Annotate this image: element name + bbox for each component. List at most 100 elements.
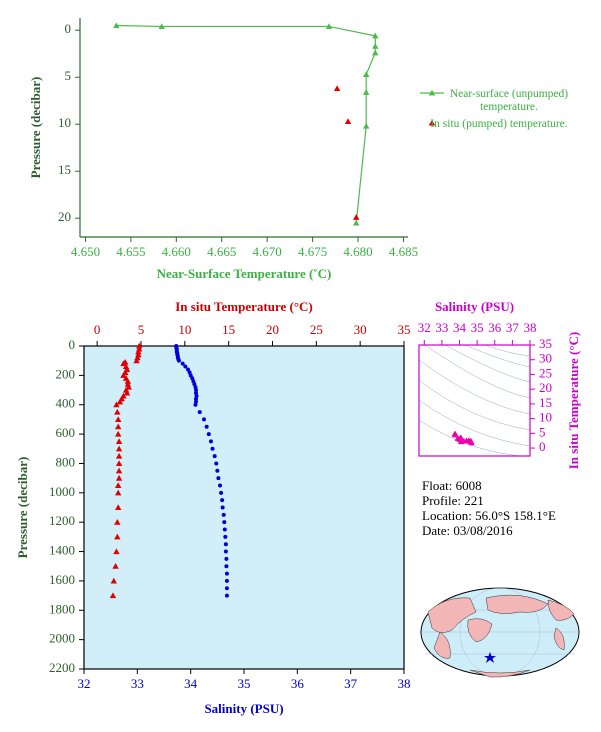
data-point	[202, 417, 206, 422]
x-tick-label: 35	[238, 676, 251, 691]
x-tick-label: 4.665	[207, 244, 236, 259]
y-tick-label: 10	[539, 410, 552, 425]
data-point	[114, 416, 122, 422]
y-tick-label: 35	[539, 336, 552, 351]
x-tick-label: 4.670	[253, 244, 282, 259]
data-point	[113, 548, 120, 555]
data-point	[180, 361, 185, 366]
y-axis-label: Pressure (decibar)	[15, 457, 30, 559]
data-point	[224, 586, 229, 591]
data-point	[176, 358, 181, 363]
x-axis-label: Near-Surface Temperature (˚C)	[157, 266, 332, 281]
data-point	[136, 342, 143, 349]
data-point	[110, 577, 118, 584]
y-axis-label: In situ Temperature (°C)	[566, 332, 581, 470]
legend-label: Near-surface (unpumped) temperature.	[449, 88, 569, 113]
location-map	[420, 587, 580, 678]
y-tick-label: 1400	[49, 543, 75, 558]
x-tick-label: 4.680	[343, 244, 372, 259]
data-point	[372, 49, 379, 56]
x2-tick-label: 5	[138, 322, 145, 337]
y-tick-label: 1200	[49, 513, 75, 528]
data-point	[363, 71, 370, 77]
x-tick-label: 33	[435, 320, 448, 335]
x-tick-label: 38	[524, 320, 537, 335]
y-tick-label: 2200	[49, 660, 75, 675]
y-tick-label: 1600	[49, 572, 75, 587]
profile-id: Profile: 221	[422, 493, 484, 508]
data-point	[114, 408, 121, 415]
data-point	[224, 564, 229, 569]
data-point	[114, 489, 122, 496]
data-point	[135, 348, 142, 355]
data-point	[221, 512, 226, 517]
data-point	[214, 461, 219, 466]
data-point	[223, 549, 228, 554]
data-point	[222, 520, 227, 525]
data-point	[219, 490, 224, 495]
x-tick-label: 32	[78, 676, 91, 691]
y-tick-label: 200	[56, 366, 76, 381]
data-point	[452, 431, 459, 438]
x2-tick-label: 25	[310, 322, 323, 337]
data-point	[220, 505, 225, 510]
y-tick-label: 800	[56, 454, 76, 469]
x-axis-label: Salinity (PSU)	[204, 701, 283, 716]
data-point	[188, 373, 193, 378]
plot-background	[84, 346, 404, 669]
x-tick-label: 4.655	[116, 244, 145, 259]
data-point	[158, 23, 165, 30]
data-point	[223, 534, 228, 539]
y-tick-label: 1800	[49, 601, 75, 616]
data-point	[109, 592, 117, 599]
data-point	[133, 357, 140, 364]
data-point	[215, 468, 220, 473]
data-point	[222, 527, 227, 532]
data-point	[363, 89, 370, 95]
data-point	[116, 398, 124, 405]
data-point	[114, 423, 122, 430]
data-point	[353, 219, 360, 226]
x2-tick-label: 0	[94, 322, 101, 337]
data-point	[224, 578, 229, 583]
legend-label: In situ (pumped) temperature.	[430, 118, 568, 130]
data-point	[114, 482, 122, 489]
x2-tick-label: 35	[398, 322, 411, 337]
float-id: Float: 6008	[422, 478, 482, 493]
data-point	[372, 42, 379, 49]
date: Date: 03/08/2016	[422, 523, 513, 538]
x2-tick-label: 30	[354, 322, 367, 337]
y-tick-label: 15	[539, 395, 552, 410]
data-point	[113, 401, 120, 408]
y-tick-label: 2000	[49, 631, 75, 646]
y-tick-label: 20	[58, 209, 71, 224]
data-point	[114, 430, 122, 437]
x-axis-label: Salinity (PSU)	[435, 299, 514, 314]
x-tick-label: 37	[506, 320, 520, 335]
y-tick-label: 30	[539, 351, 552, 366]
x-tick-label: 37	[344, 676, 358, 691]
data-point	[468, 439, 475, 446]
x-tick-label: 4.675	[298, 244, 327, 259]
x-tick-label: 34	[184, 676, 198, 691]
series-line	[116, 24, 376, 223]
data-point	[123, 389, 131, 396]
data-point	[114, 518, 121, 525]
y-tick-label: 5	[539, 424, 546, 439]
x2-tick-label: 10	[178, 322, 191, 337]
x2-axis-label: In situ Temperature (°C)	[175, 299, 313, 314]
data-point	[210, 446, 215, 451]
data-point	[194, 388, 198, 393]
data-point	[112, 563, 119, 569]
data-point	[120, 360, 127, 367]
y-tick-label: 5	[65, 68, 72, 83]
data-point	[223, 542, 228, 547]
data-point	[115, 460, 123, 467]
location: Location: 56.0°S 158.1°E	[422, 508, 556, 523]
data-point	[114, 533, 121, 540]
legend-marker	[428, 119, 436, 126]
data-point	[115, 438, 123, 444]
data-point	[125, 383, 132, 390]
y-tick-label: 0	[65, 21, 72, 36]
